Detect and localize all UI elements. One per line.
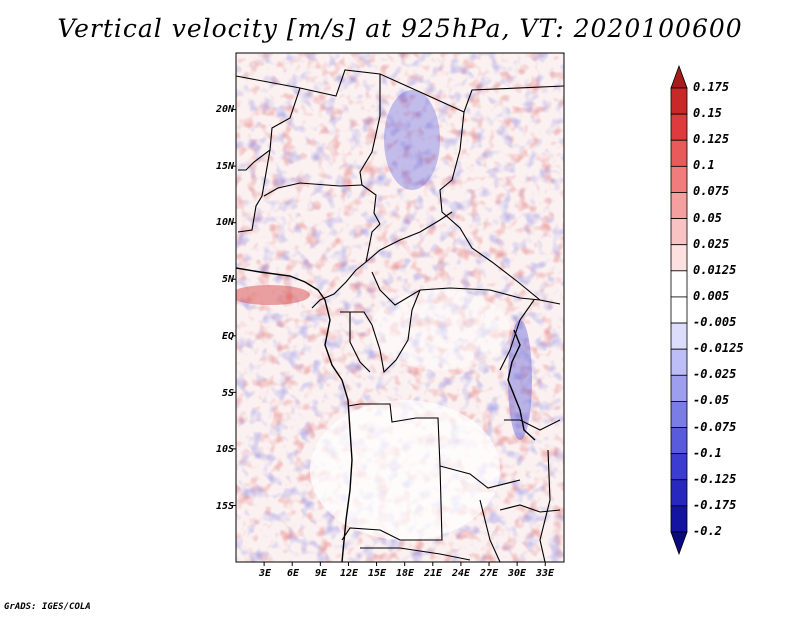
lon-label-27e: 27E — [479, 568, 499, 579]
colorbar-swatch — [670, 505, 688, 533]
colorbar-label: 0.075 — [693, 184, 730, 199]
lon-label-6e: 6E — [286, 568, 300, 579]
colorbar-swatch — [670, 244, 688, 272]
map-frame — [235, 52, 565, 563]
colorbar-label: -0.005 — [693, 315, 737, 330]
lat-label-15n: 15N — [215, 161, 234, 172]
rift-downward-band — [508, 320, 532, 440]
colorbar-label: -0.175 — [693, 497, 737, 512]
colorbar-label: 0.125 — [693, 132, 730, 147]
map-title: Vertical velocity [m/s] at 925hPa, VT: 2… — [57, 14, 743, 43]
colorbar-label: -0.1 — [693, 445, 722, 460]
lon-label-21e: 21E — [423, 568, 443, 579]
map-panel — [236, 53, 564, 562]
lat-label-10s: 10S — [215, 444, 234, 455]
colorbar-swatch — [670, 374, 688, 402]
colorbar-swatch — [670, 165, 688, 193]
lon-label-9e: 9E — [314, 568, 328, 579]
colorbar-label: -0.125 — [693, 471, 737, 486]
colorbar-label: -0.2 — [693, 524, 722, 538]
colorbar-label: -0.025 — [693, 367, 737, 382]
colorbar-label: 0.05 — [693, 210, 722, 225]
coastline — [236, 267, 536, 562]
colorbar-swatch — [670, 479, 688, 507]
colorbar-swatch — [670, 453, 688, 481]
colorbar-label: -0.075 — [693, 419, 737, 434]
colorbar-swatch — [670, 401, 688, 428]
country-borders — [236, 69, 564, 562]
colorbar-swatch — [670, 113, 688, 141]
colorbar-label: 0.005 — [693, 288, 730, 303]
lon-label-18e: 18E — [395, 568, 415, 579]
colorbar-swatch — [670, 322, 688, 350]
lat-label-eq: EQ — [221, 331, 234, 342]
lon-label-12e: 12E — [339, 568, 359, 579]
downward-band — [384, 90, 440, 190]
upward-band — [236, 285, 310, 305]
colorbar-swatch — [670, 218, 688, 246]
axis-ticks — [232, 109, 546, 566]
colorbar-swatch — [670, 192, 688, 219]
lon-label-33e: 33E — [535, 568, 555, 579]
lon-label-15e: 15E — [367, 568, 387, 579]
colorbar-label: 0.025 — [693, 236, 730, 251]
lat-label-5n: 5N — [221, 274, 234, 285]
lat-label-15s: 15S — [215, 501, 234, 512]
colorbar-swatch — [670, 296, 688, 324]
colorbar — [670, 64, 688, 556]
lon-label-30e: 30E — [507, 568, 527, 579]
grads-credit: GrADS: IGES/COLA — [4, 602, 91, 612]
lon-label-3e: 3E — [258, 568, 272, 579]
colorbar-swatch — [670, 270, 688, 298]
lon-label-24e: 24E — [451, 568, 471, 579]
colorbar-swatch — [670, 348, 688, 376]
colorbar-swatch — [670, 139, 688, 167]
lat-label-5s: 5S — [221, 388, 234, 399]
lat-label-10n: 10N — [215, 217, 234, 228]
lat-label-20n: 20N — [215, 104, 234, 115]
colorbar-label: -0.0125 — [693, 341, 744, 356]
colorbar-swatch — [670, 427, 688, 455]
colorbar-min-arrow — [670, 531, 688, 556]
colorbar-label: 0.15 — [693, 106, 722, 121]
colorbar-label: 0.1 — [693, 158, 715, 173]
colorbar-label: 0.0125 — [693, 262, 737, 277]
colorbar-max-arrow — [670, 64, 688, 89]
colorbar-label: 0.175 — [693, 80, 730, 94]
colorbar-swatch — [670, 87, 688, 115]
colorbar-label: -0.05 — [693, 393, 730, 408]
